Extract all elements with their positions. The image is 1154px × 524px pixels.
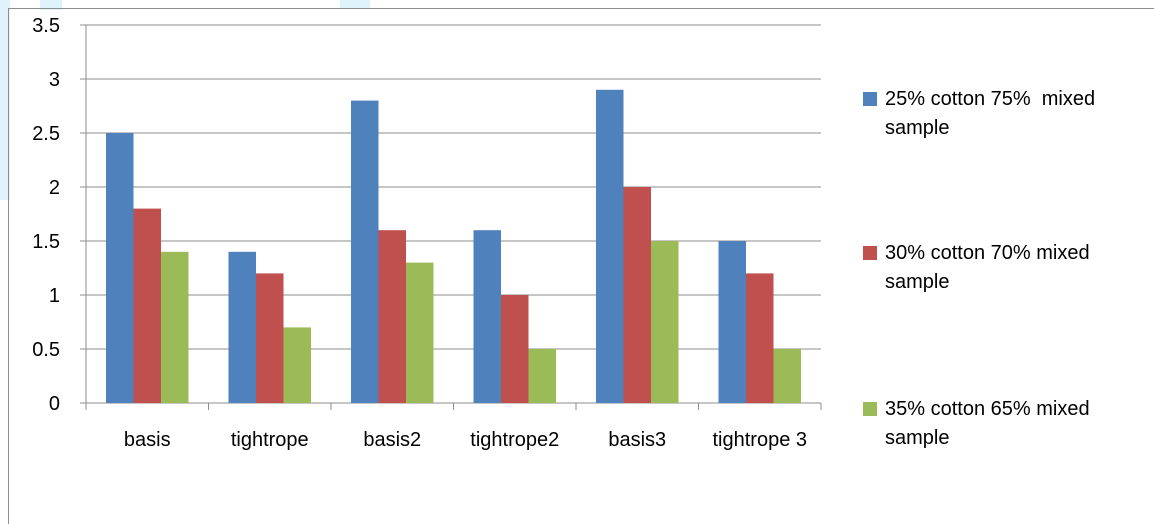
y-tick-label: 0: [49, 393, 60, 415]
bar: [623, 187, 651, 403]
bar: [718, 241, 746, 403]
bar: [228, 251, 256, 403]
bar: [161, 251, 189, 403]
legend-label: 30% cotton 70% mixed: [885, 242, 1090, 264]
bar: [133, 208, 161, 403]
bar: [473, 230, 501, 403]
bar: [651, 241, 679, 403]
y-tick-label: 3.5: [32, 15, 60, 37]
bar: [596, 89, 624, 404]
legend-swatch: [863, 402, 877, 416]
background-stripe: [40, 0, 62, 10]
bars: [106, 89, 801, 404]
bar: [528, 349, 556, 403]
x-tick-label: tightrope: [231, 429, 309, 451]
legend-swatch: [863, 92, 877, 106]
bar: [283, 327, 311, 403]
bar: [106, 133, 134, 403]
bar: [501, 295, 529, 403]
legend-label: sample: [885, 271, 949, 293]
legend: 25% cotton 75% mixed sample 30% cotton 70%…: [863, 88, 1095, 449]
bar: [351, 100, 379, 403]
bar: [378, 230, 406, 403]
x-tick-label: basis: [124, 429, 171, 451]
y-tick-label: 2.5: [32, 123, 60, 145]
chart-border: [8, 8, 1154, 524]
x-tick-label: basis3: [608, 429, 666, 451]
y-tick-labels: 0 0.5 1 1.5 2 2.5 3 3.5: [32, 15, 60, 415]
legend-label: sample: [885, 427, 949, 449]
y-tick-label: 2: [49, 177, 60, 199]
legend-label: 25% cotton 75% mixed: [885, 88, 1095, 110]
x-tick-label: basis2: [363, 429, 421, 451]
bar: [746, 273, 774, 403]
bar: [406, 262, 434, 403]
bar: [773, 349, 801, 403]
bar: [256, 273, 284, 403]
background-stripe: [340, 0, 370, 8]
y-tick-label: 1: [49, 285, 60, 307]
axes: [80, 24, 822, 410]
y-tick-label: 1.5: [32, 231, 60, 253]
legend-label: 35% cotton 65% mixed: [885, 398, 1090, 420]
background-stripe: [0, 0, 10, 200]
legend-label: sample: [885, 117, 949, 139]
x-tick-label: tightrope 3: [712, 429, 807, 451]
x-tick-labels: basis tightrope basis2 tightrope2 basis3 tigh…: [124, 429, 807, 451]
y-tick-label: 3: [49, 69, 60, 91]
gridlines: [86, 24, 821, 350]
x-tick-label: tightrope2: [470, 429, 559, 451]
legend-swatch: [863, 246, 877, 260]
y-tick-label: 0.5: [32, 339, 60, 361]
